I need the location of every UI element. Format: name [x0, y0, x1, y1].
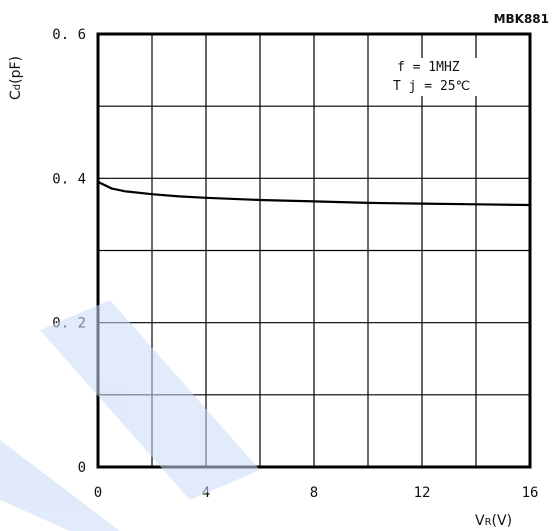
figure-code: MBK881 [494, 12, 549, 26]
y-tick-labels: 00. 20. 40. 6 [52, 27, 86, 476]
annotation-frequency: f = 1MHZ [397, 60, 460, 75]
series-line [97, 180, 531, 207]
y-axis-label-sub: d [12, 84, 23, 90]
y-tick-label: 0. 6 [52, 27, 86, 43]
y-axis-label-main: C [8, 90, 24, 100]
y-axis-label-unit: (pF) [8, 56, 24, 84]
x-axis-label-unit: (V) [492, 513, 513, 529]
x-tick-label: 8 [310, 485, 318, 501]
y-tick-label: 0. 4 [52, 171, 86, 187]
x-axis-label-main: V [475, 513, 485, 529]
annotation-temperature: T j = 25℃ [393, 79, 470, 94]
watermark [0, 300, 260, 531]
x-tick-labels: 0481216 [94, 485, 539, 501]
x-tick-label: 0 [94, 485, 102, 501]
x-axis-label: VR(V) [475, 513, 512, 529]
watermark-stroke-left [0, 440, 120, 531]
x-tick-label: 12 [414, 485, 431, 501]
y-axis-label: Cd(pF) [8, 56, 24, 100]
annotation-background [390, 58, 490, 96]
plot-frame [96, 32, 532, 469]
watermark-stroke-diagonal [40, 300, 260, 500]
y-tick-label: 0 [78, 460, 86, 476]
x-tick-label: 16 [522, 485, 539, 501]
grid-lines [98, 34, 530, 467]
x-axis-label-sub: R [485, 517, 492, 528]
